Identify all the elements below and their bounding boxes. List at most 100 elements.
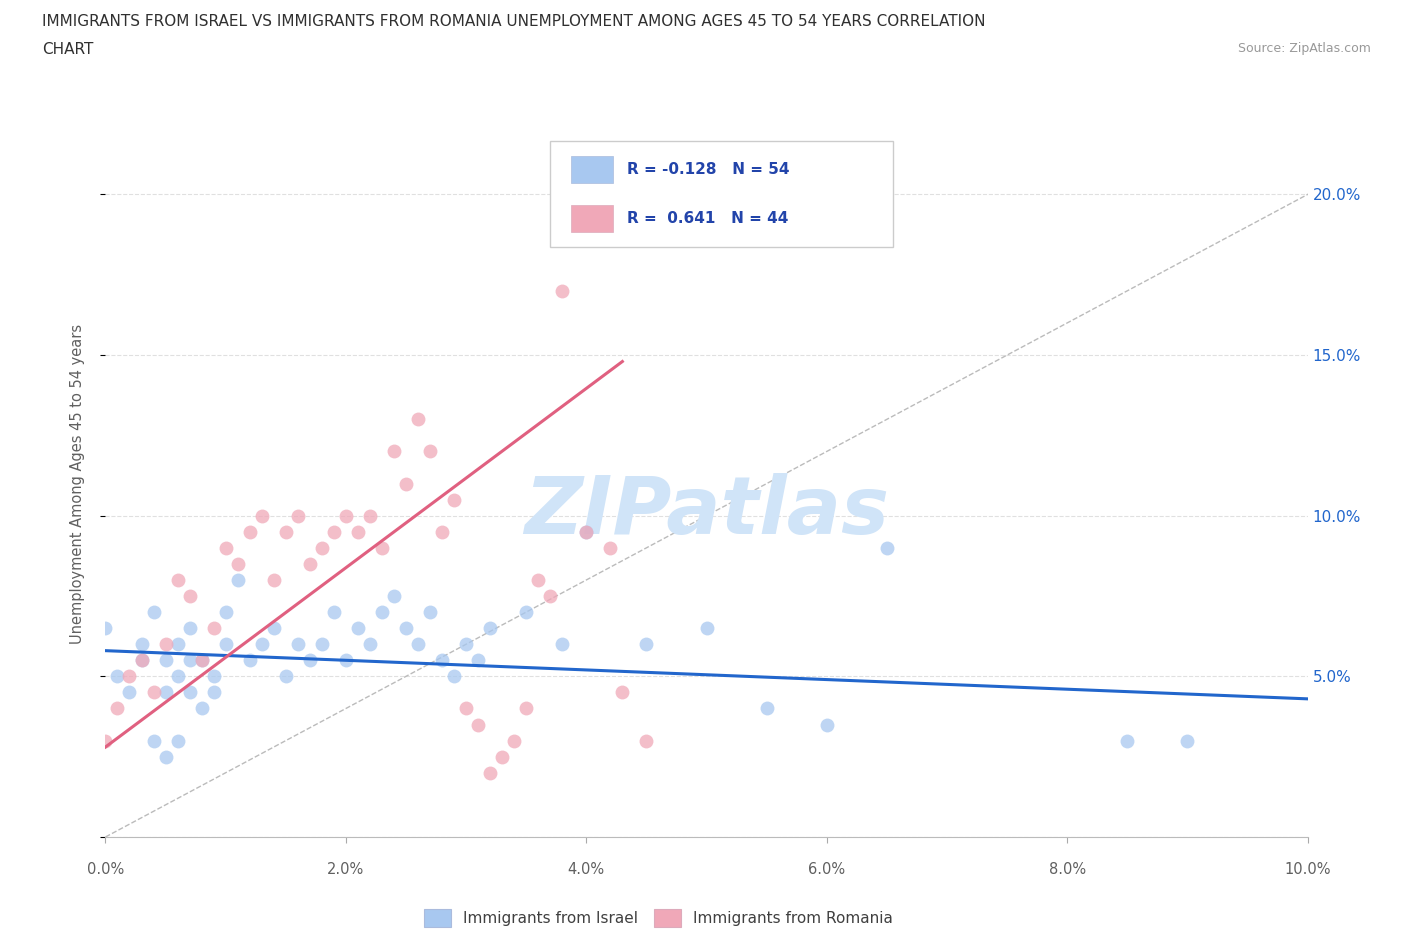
Point	[636, 637, 658, 652]
Point	[575, 525, 598, 539]
Point	[419, 604, 441, 619]
Text: 4.0%: 4.0%	[568, 862, 605, 877]
Point	[179, 620, 201, 635]
Point	[371, 604, 394, 619]
Point	[131, 653, 153, 668]
Point	[575, 525, 598, 539]
Point	[190, 701, 212, 716]
Y-axis label: Unemployment Among Ages 45 to 54 years: Unemployment Among Ages 45 to 54 years	[70, 324, 84, 644]
Point	[287, 509, 309, 524]
Point	[250, 637, 273, 652]
FancyBboxPatch shape	[550, 140, 893, 246]
Point	[443, 669, 465, 684]
Point	[430, 525, 453, 539]
Point	[179, 589, 201, 604]
Point	[155, 653, 177, 668]
Point	[335, 509, 357, 524]
Text: R =  0.641   N = 44: R = 0.641 N = 44	[627, 211, 789, 226]
Point	[263, 573, 285, 588]
Point	[515, 701, 537, 716]
Point	[1116, 733, 1139, 748]
Point	[131, 637, 153, 652]
Point	[430, 653, 453, 668]
Point	[118, 685, 141, 700]
Point	[250, 509, 273, 524]
Point	[214, 540, 236, 555]
Point	[876, 540, 898, 555]
Point	[395, 476, 418, 491]
Point	[562, 219, 585, 234]
Point	[107, 701, 129, 716]
Point	[347, 620, 370, 635]
Point	[155, 750, 177, 764]
Point	[1175, 733, 1198, 748]
Point	[263, 620, 285, 635]
Point	[359, 509, 381, 524]
Point	[406, 412, 429, 427]
FancyBboxPatch shape	[571, 206, 613, 232]
Point	[696, 620, 718, 635]
Point	[467, 653, 489, 668]
Point	[202, 620, 225, 635]
Point	[226, 556, 249, 571]
Text: 0.0%: 0.0%	[87, 862, 124, 877]
Text: ZIPatlas: ZIPatlas	[524, 472, 889, 551]
Point	[166, 573, 188, 588]
Point	[503, 733, 526, 748]
Point	[551, 637, 574, 652]
Point	[347, 525, 370, 539]
Point	[239, 525, 262, 539]
Point	[479, 620, 502, 635]
Point	[179, 685, 201, 700]
Point	[815, 717, 838, 732]
Point	[142, 685, 165, 700]
Point	[118, 669, 141, 684]
Point	[311, 540, 333, 555]
FancyBboxPatch shape	[571, 155, 613, 182]
Point	[467, 717, 489, 732]
Point	[298, 653, 321, 668]
Point	[454, 701, 477, 716]
Point	[322, 525, 344, 539]
Point	[419, 444, 441, 458]
Point	[202, 669, 225, 684]
Point	[359, 637, 381, 652]
Point	[599, 540, 621, 555]
Point	[142, 733, 165, 748]
Point	[479, 765, 502, 780]
Point	[371, 540, 394, 555]
Text: R = -0.128   N = 54: R = -0.128 N = 54	[627, 162, 790, 177]
Point	[538, 589, 561, 604]
Point	[155, 637, 177, 652]
Point	[322, 604, 344, 619]
Point	[612, 685, 634, 700]
Point	[551, 284, 574, 299]
Point	[454, 637, 477, 652]
Point	[491, 750, 513, 764]
Text: 6.0%: 6.0%	[808, 862, 845, 877]
Point	[155, 685, 177, 700]
Point	[166, 733, 188, 748]
Point	[335, 653, 357, 668]
Text: Source: ZipAtlas.com: Source: ZipAtlas.com	[1237, 42, 1371, 55]
Point	[239, 653, 262, 668]
Point	[94, 620, 117, 635]
Point	[515, 604, 537, 619]
Point	[443, 492, 465, 507]
Point	[179, 653, 201, 668]
Point	[166, 669, 188, 684]
Point	[287, 637, 309, 652]
Point	[755, 701, 778, 716]
Point	[527, 573, 550, 588]
Point	[214, 604, 236, 619]
Text: 2.0%: 2.0%	[328, 862, 364, 877]
Point	[274, 669, 297, 684]
Text: IMMIGRANTS FROM ISRAEL VS IMMIGRANTS FROM ROMANIA UNEMPLOYMENT AMONG AGES 45 TO : IMMIGRANTS FROM ISRAEL VS IMMIGRANTS FRO…	[42, 14, 986, 29]
Point	[142, 604, 165, 619]
Point	[382, 589, 405, 604]
Point	[274, 525, 297, 539]
Text: 10.0%: 10.0%	[1284, 862, 1331, 877]
Point	[214, 637, 236, 652]
Point	[298, 556, 321, 571]
Point	[190, 653, 212, 668]
